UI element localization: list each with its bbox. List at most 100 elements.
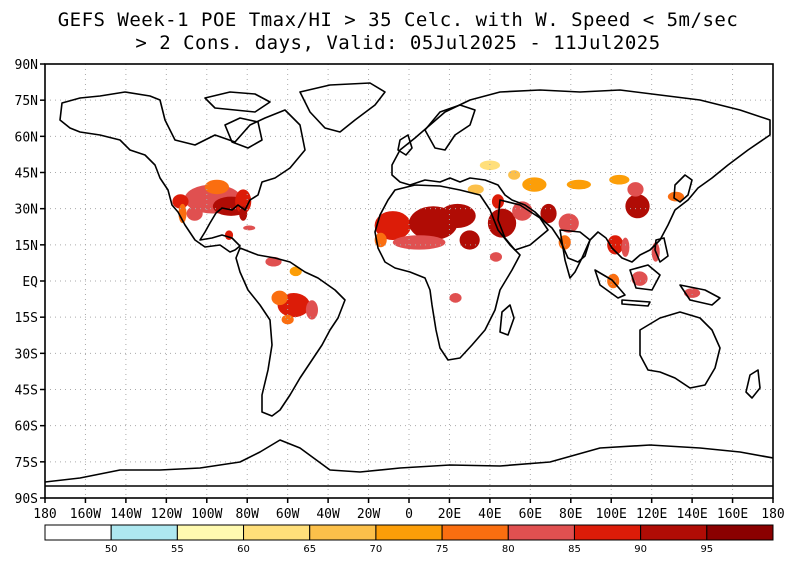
java-coastline <box>621 299 651 307</box>
probability-region-west-sahara <box>374 211 412 241</box>
lon-tick-label: 40W <box>316 507 340 522</box>
legend-swatch <box>573 524 642 541</box>
north-america-coastline <box>59 91 306 253</box>
legend-swatch <box>44 524 112 541</box>
lon-tick-label: 160W <box>70 507 101 522</box>
lon-tick-label: 100W <box>191 507 222 522</box>
lat-tick-label: 90N <box>15 58 38 73</box>
lat-tick-label: 75S <box>15 456 38 471</box>
lat-tick-label: 60S <box>15 420 38 435</box>
borneo-coastline <box>629 264 661 291</box>
axes: 90N75N60N45N30N15NEQ15S30S45S60S75S90S18… <box>15 58 785 522</box>
lat-tick-label: 45N <box>15 167 38 182</box>
probability-region-central-asia <box>522 177 547 192</box>
legend-label: 50 <box>105 544 118 555</box>
probability-region-turkey <box>467 184 484 195</box>
probability-region-us-southwest <box>172 194 189 209</box>
lat-tick-label: 45S <box>15 384 38 399</box>
legend-label: 55 <box>171 544 184 555</box>
probability-region-china-north <box>627 182 644 197</box>
probability-region-vietnam <box>621 237 630 257</box>
legend-label: 70 <box>370 544 383 555</box>
probability-region-guianas <box>289 266 302 277</box>
map-subtitle: > 2 Cons. days, Valid: 05Jul2025 - 11Jul… <box>135 32 661 54</box>
probability-region-us-plains-north <box>204 179 230 195</box>
greenland-coastline <box>299 82 386 133</box>
probability-layer <box>172 160 701 325</box>
lon-tick-label: 20E <box>438 507 461 522</box>
lon-tick-label: 180 <box>33 507 56 522</box>
legend-swatch <box>706 524 774 541</box>
color-legend: 50 55 60 65 70 75 80 85 90 95 <box>44 524 774 555</box>
legend-swatch <box>176 524 245 541</box>
legend-label: 85 <box>568 544 581 555</box>
legend-label: 95 <box>700 544 713 555</box>
legend-label: 60 <box>237 544 250 555</box>
arabian-peninsula-coastline <box>497 199 549 251</box>
legend-swatch <box>309 524 377 541</box>
probability-region-central-africa-south <box>449 293 462 303</box>
probability-region-iraq <box>491 194 505 209</box>
probability-region-tarim-basin <box>566 179 591 190</box>
legend-swatch <box>507 524 575 541</box>
probability-region-pakistan <box>540 203 557 224</box>
probability-region-sahel <box>392 235 446 250</box>
lon-tick-label: 100E <box>596 507 627 522</box>
lon-tick-label: 140W <box>110 507 141 522</box>
lat-tick-label: 15N <box>15 239 38 254</box>
lon-tick-label: 20W <box>357 507 381 522</box>
lat-tick-label: 30N <box>15 203 38 218</box>
lon-tick-label: 160E <box>717 507 748 522</box>
legend-swatch <box>110 524 178 541</box>
scandinavia-coastline <box>424 104 476 151</box>
lon-tick-label: 80E <box>559 507 582 522</box>
africa-coastline <box>374 184 521 361</box>
probability-region-china-east <box>625 194 650 219</box>
probability-region-mongolia <box>609 174 630 185</box>
lat-tick-label: 75N <box>15 94 38 109</box>
legend-label: 65 <box>303 544 316 555</box>
probability-region-mexico-north <box>186 206 203 221</box>
lon-tick-label: 140E <box>676 507 707 522</box>
legend-label: 80 <box>502 544 515 555</box>
probability-region-india-north <box>558 213 579 233</box>
legend-swatch <box>441 524 509 541</box>
philippines-coastline <box>654 237 669 263</box>
lat-tick-label: 60N <box>15 130 38 145</box>
eurasia-coastline <box>391 89 771 263</box>
madagascar-coastline <box>499 304 515 336</box>
legend-swatch <box>243 524 311 541</box>
legend-label: 75 <box>436 544 449 555</box>
lon-tick-label: 180 <box>761 507 784 522</box>
lat-tick-label: 90S <box>15 492 38 507</box>
antarctica-coastline <box>45 439 773 483</box>
probability-region-horn-of-africa <box>489 252 503 262</box>
probability-region-ukraine-russia-south <box>479 160 500 171</box>
legend-swatch <box>375 524 443 541</box>
australia-coastline <box>639 311 721 389</box>
map-title: GEFS Week-1 POE Tmax/HI > 35 Celc. with … <box>57 9 739 31</box>
probability-region-amazon-west <box>271 290 288 306</box>
probability-region-arabian-peninsula <box>487 208 517 238</box>
lon-tick-label: 60E <box>519 507 542 522</box>
lat-tick-label: 30S <box>15 347 38 362</box>
probability-region-sudan <box>459 230 480 250</box>
probability-region-caspian <box>508 170 521 180</box>
india-coastline <box>559 229 591 279</box>
japan-coastline <box>673 174 693 203</box>
coastlines <box>45 82 773 487</box>
british-isles-coastline <box>397 134 413 156</box>
sumatra-coastline <box>594 269 626 299</box>
lon-tick-label: 40E <box>478 507 501 522</box>
lon-tick-label: 60W <box>276 507 300 522</box>
probability-region-libya-egypt <box>439 203 476 228</box>
hudson-bay-coastline <box>224 117 263 149</box>
lon-tick-label: 0 <box>405 507 413 522</box>
south-america-coastline <box>235 247 346 417</box>
lat-tick-label: EQ <box>22 275 38 290</box>
probability-region-borneo <box>631 271 648 286</box>
lat-tick-label: 15S <box>15 311 38 326</box>
legend-label: 90 <box>634 544 647 555</box>
lon-tick-label: 120E <box>636 507 667 522</box>
